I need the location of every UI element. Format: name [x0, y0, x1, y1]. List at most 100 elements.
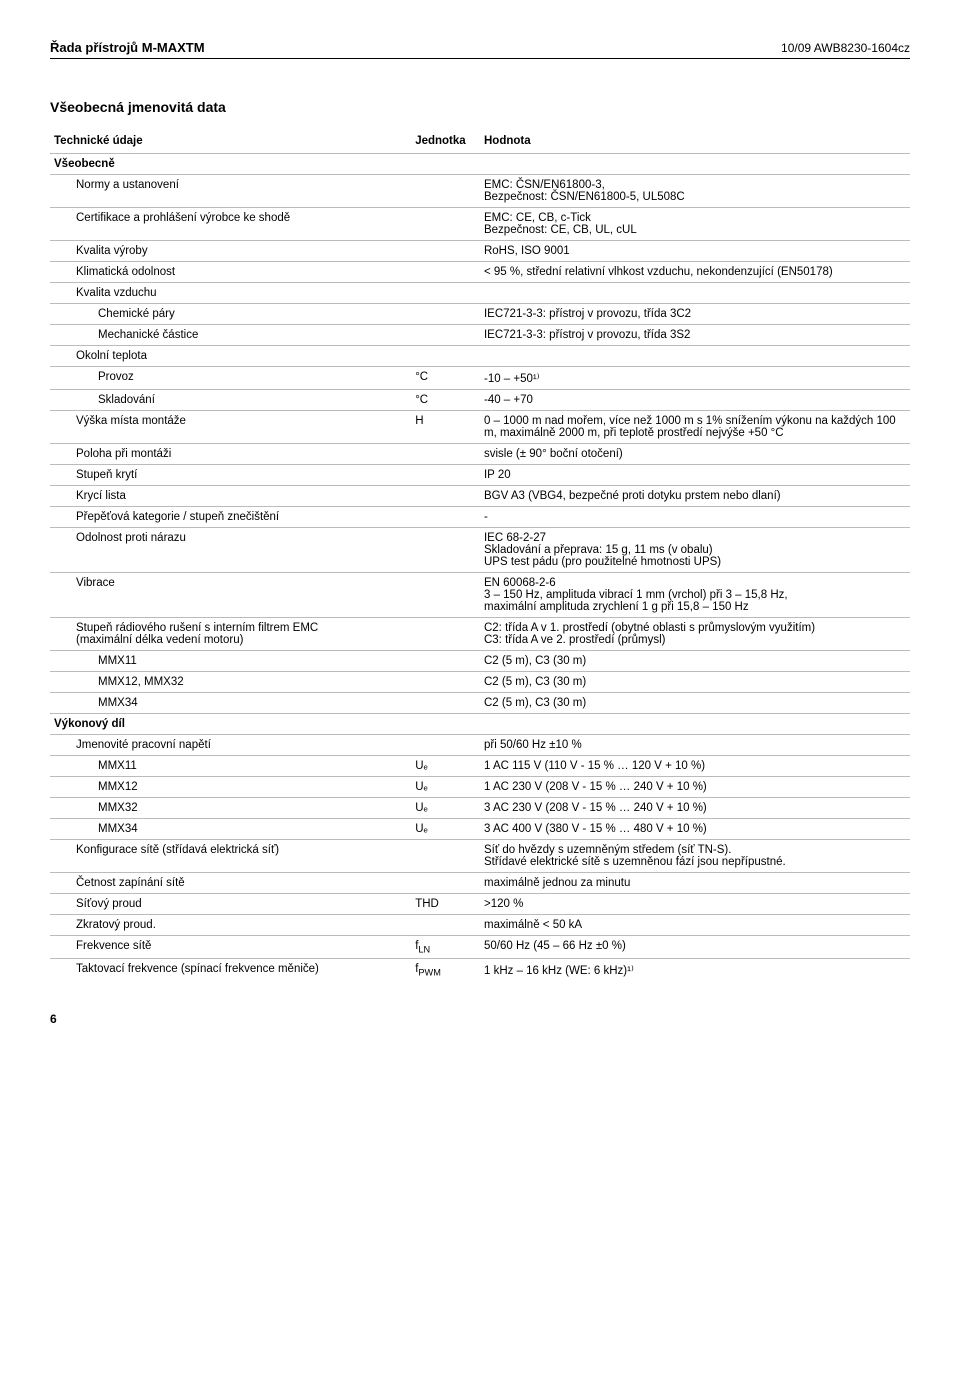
row-value: - [480, 507, 910, 528]
row-label: Taktovací frekvence (spínací frekvence m… [50, 959, 411, 982]
row-value: IEC721-3-3: přístroj v provozu, třída 3C… [480, 304, 910, 325]
table-row: Mechanické částiceIEC721-3-3: přístroj v… [50, 325, 910, 346]
table-row: VibraceEN 60068-2-63 – 150 Hz, amplituda… [50, 573, 910, 618]
row-unit [411, 528, 480, 573]
table-row: MMX11Uₑ1 AC 115 V (110 V - 15 % … 120 V … [50, 756, 910, 777]
row-label: Frekvence sítě [50, 936, 411, 959]
table-row: MMX34Uₑ3 AC 400 V (380 V - 15 % … 480 V … [50, 819, 910, 840]
row-value: 3 AC 400 V (380 V - 15 % … 480 V + 10 %) [480, 819, 910, 840]
group-header: Všeobecně [50, 154, 910, 175]
row-label: Četnost zapínání sítě [50, 873, 411, 894]
table-row: Zkratový proud. maximálně < 50 kA [50, 915, 910, 936]
row-unit: fLN [411, 936, 480, 959]
row-unit [411, 175, 480, 208]
row-label: Krycí lista [50, 486, 411, 507]
row-value: EN 60068-2-63 – 150 Hz, amplituda vibrac… [480, 573, 910, 618]
row-unit [411, 208, 480, 241]
row-unit: °C [411, 390, 480, 411]
page-header: Řada přístrojů M-MAXTM 10/09 AWB8230-160… [50, 40, 910, 59]
table-row: Konfigurace sítě (střídavá elektrická sí… [50, 840, 910, 873]
table-row: Klimatická odolnost < 95 %, střední relat… [50, 262, 910, 283]
row-unit [411, 735, 480, 756]
row-label: Poloha při montáži [50, 444, 411, 465]
table-row: Poloha při montážisvisle (± 90° boční ot… [50, 444, 910, 465]
table-row: Chemické páryIEC721-3-3: přístroj v prov… [50, 304, 910, 325]
row-label: Kvalita vzduchu [50, 283, 411, 304]
row-label: Klimatická odolnost [50, 262, 411, 283]
row-value: IEC 68-2-27Skladování a přeprava: 15 g, … [480, 528, 910, 573]
row-unit: Uₑ [411, 798, 480, 819]
col-header-value: Hodnota [480, 129, 910, 154]
table-row: Stupeň krytíIP 20 [50, 465, 910, 486]
group-title: Všeobecně [50, 154, 910, 175]
row-value: C2 (5 m), C3 (30 m) [480, 651, 910, 672]
row-unit [411, 262, 480, 283]
row-value: maximálně < 50 kA [480, 915, 910, 936]
table-row: Normy a ustanovení EMC: ČSN/EN61800-3,Bez… [50, 175, 910, 208]
row-label: Stupeň rádiového rušení s interním filtr… [50, 618, 411, 651]
row-unit [411, 283, 480, 304]
row-value: 0 – 1000 m nad mořem, více než 1000 m s … [480, 411, 910, 444]
table-row: MMX12Uₑ1 AC 230 V (208 V - 15 % … 240 V … [50, 777, 910, 798]
row-value: -40 – +70 [480, 390, 910, 411]
row-label: Stupeň krytí [50, 465, 411, 486]
row-value: >120 % [480, 894, 910, 915]
row-unit [411, 346, 480, 367]
row-unit [411, 915, 480, 936]
row-value: 3 AC 230 V (208 V - 15 % … 240 V + 10 %) [480, 798, 910, 819]
group-header: Výkonový díl [50, 714, 910, 735]
row-value: EMC: CE, CB, c-TickBezpečnost: CE, CB, U… [480, 208, 910, 241]
table-row: Certifikace a prohlášení výrobce ke shod… [50, 208, 910, 241]
row-unit [411, 651, 480, 672]
row-value: 1 AC 230 V (208 V - 15 % … 240 V + 10 %) [480, 777, 910, 798]
table-row: Jmenovité pracovní napětípři 50/60 Hz ±1… [50, 735, 910, 756]
row-unit: Uₑ [411, 777, 480, 798]
row-value: C2 (5 m), C3 (30 m) [480, 672, 910, 693]
row-unit [411, 507, 480, 528]
row-value: Síť do hvězdy s uzemněným středem (síť T… [480, 840, 910, 873]
row-label: MMX12, MMX32 [50, 672, 411, 693]
row-unit: H [411, 411, 480, 444]
row-label: Síťový proud [50, 894, 411, 915]
table-row: MMX12, MMX32 C2 (5 m), C3 (30 m) [50, 672, 910, 693]
row-label: Kvalita výroby [50, 241, 411, 262]
row-unit: THD [411, 894, 480, 915]
row-label: Certifikace a prohlášení výrobce ke shod… [50, 208, 411, 241]
row-label: Provoz [50, 367, 411, 390]
row-value: maximálně jednou za minutu [480, 873, 910, 894]
row-label: Skladování [50, 390, 411, 411]
table-row: Okolní teplota [50, 346, 910, 367]
row-value [480, 283, 910, 304]
row-unit: Uₑ [411, 756, 480, 777]
row-unit: Uₑ [411, 819, 480, 840]
row-unit: fPWM [411, 959, 480, 982]
group-title: Výkonový díl [50, 714, 910, 735]
row-unit [411, 618, 480, 651]
row-value: C2: třída A v 1. prostředí (obytné oblas… [480, 618, 910, 651]
row-label: MMX11 [50, 756, 411, 777]
page-number: 6 [50, 1012, 910, 1026]
row-label: Normy a ustanovení [50, 175, 411, 208]
row-unit [411, 573, 480, 618]
row-label: Zkratový proud. [50, 915, 411, 936]
row-unit [411, 672, 480, 693]
row-unit [411, 486, 480, 507]
row-unit [411, 465, 480, 486]
table-row: Četnost zapínání sítě maximálně jednou za… [50, 873, 910, 894]
table-row: Přepěťová kategorie / stupeň znečištění- [50, 507, 910, 528]
row-value: < 95 %, střední relativní vlhkost vzduch… [480, 262, 910, 283]
row-label: MMX11 [50, 651, 411, 672]
row-value: EMC: ČSN/EN61800-3,Bezpečnost: ČSN/EN618… [480, 175, 910, 208]
row-label: Okolní teplota [50, 346, 411, 367]
row-unit [411, 840, 480, 873]
row-label: Konfigurace sítě (střídavá elektrická sí… [50, 840, 411, 873]
row-label: MMX34 [50, 693, 411, 714]
table-row: Síťový proudTHD>120 % [50, 894, 910, 915]
table-row: Stupeň rádiového rušení s interním filtr… [50, 618, 910, 651]
row-value: 1 kHz – 16 kHz (WE: 6 kHz)¹⁾ [480, 959, 910, 982]
col-header-tech: Technické údaje [50, 129, 411, 154]
row-value [480, 346, 910, 367]
header-series: Řada přístrojů M-MAXTM [50, 40, 205, 55]
row-unit: °C [411, 367, 480, 390]
table-row: Kvalita výrobyRoHS, ISO 9001 [50, 241, 910, 262]
